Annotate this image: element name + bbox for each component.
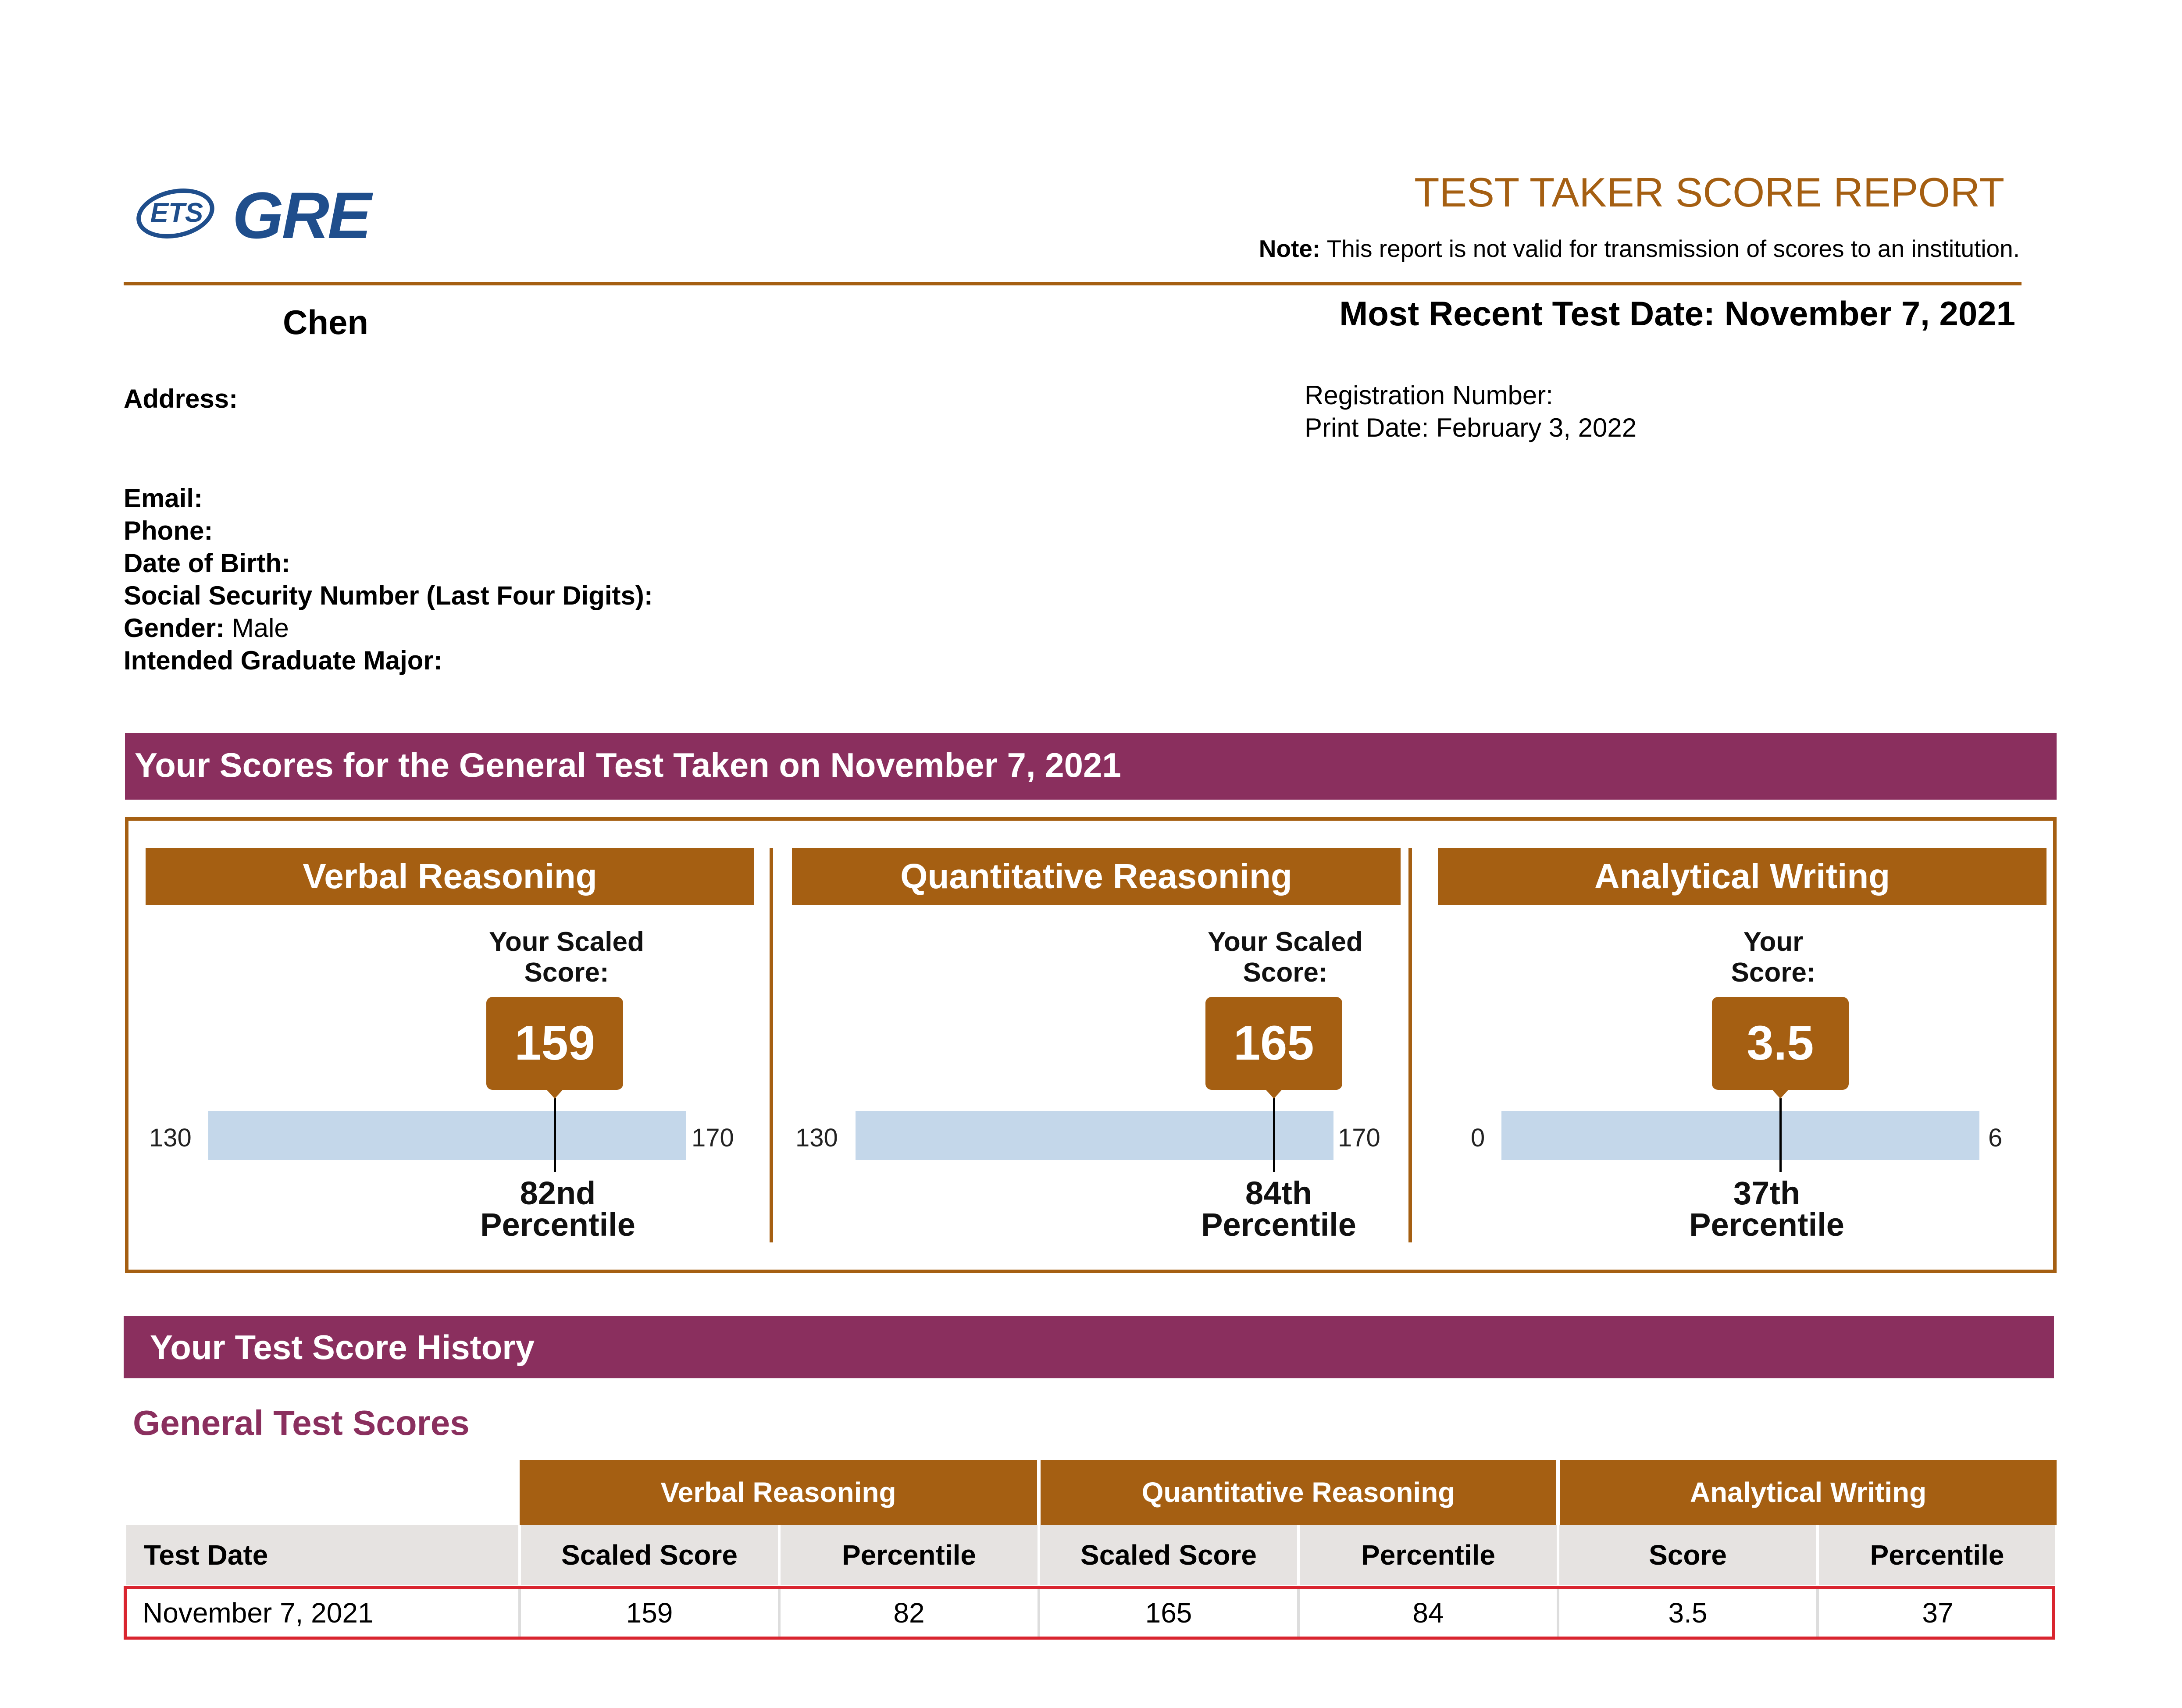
panel-divider: [770, 848, 773, 1242]
dob-label: Date of Birth:: [124, 548, 290, 578]
score-box: 165: [1205, 997, 1342, 1090]
score-box: 3.5: [1711, 997, 1849, 1090]
most-recent-test-date: Most Recent Test Date: November 7, 2021: [1339, 294, 2015, 333]
score-needle: [554, 1098, 556, 1172]
table-group-verbal: Verbal Reasoning: [520, 1460, 1041, 1525]
table-cell: 159: [520, 1586, 781, 1638]
candidate-info-list: Email: Phone: Date of Birth: Social Secu…: [124, 482, 653, 677]
history-heading: Your Test Score History: [124, 1316, 2054, 1378]
percentile-word: Percentile: [1201, 1206, 1356, 1243]
table-cell: 3.5: [1558, 1586, 1819, 1638]
percentile-word: Percentile: [1689, 1206, 1844, 1243]
scaled-score-label-line1: Your: [1743, 927, 1804, 957]
gender-label: Gender:: [124, 613, 225, 643]
gre-logo: GRE: [232, 178, 371, 252]
column-header: Percentile: [778, 1525, 1040, 1587]
table-group-writing: Analytical Writing: [1558, 1460, 2057, 1525]
range-min: 130: [795, 1124, 838, 1152]
header-divider: [124, 282, 2022, 285]
percentile-label: 37th Percentile: [1675, 1175, 1859, 1243]
range-min: 0: [1471, 1124, 1485, 1152]
panel-title: Analytical Writing: [1438, 848, 2047, 905]
column-header: Scaled Score: [1038, 1525, 1300, 1587]
phone-label: Phone:: [124, 516, 213, 545]
scaled-score-label-line1: Your Scaled: [489, 927, 644, 957]
note-text: This report is not valid for transmissio…: [1320, 235, 2020, 262]
score-panel-writing: Analytical Writing Your Score: 0 6 3.5 3…: [1438, 848, 2047, 1242]
history-subheading: General Test Scores: [133, 1403, 470, 1442]
percentile-word: Percentile: [480, 1206, 635, 1243]
scaled-score-label-line2: Score:: [1731, 957, 1816, 988]
table-group-blank: [125, 1460, 520, 1525]
score-history-table: Verbal Reasoning Quantitative Reasoning …: [124, 1460, 2058, 1638]
score-box-pointer: [1265, 1089, 1283, 1099]
scaled-score-label-line1: Your Scaled: [1208, 927, 1363, 957]
score-needle: [1779, 1098, 1782, 1172]
score-needle: [1273, 1098, 1275, 1172]
score-panel-verbal: Verbal Reasoning Your Scaled Score: 130 …: [146, 848, 754, 1242]
scores-frame: [125, 817, 2057, 1273]
panel-title: Quantitative Reasoning: [792, 848, 1401, 905]
scaled-score-label: Your Score:: [1686, 927, 1861, 988]
print-date: Print Date: February 3, 2022: [1305, 413, 1637, 442]
panel-title: Verbal Reasoning: [146, 848, 754, 905]
report-note: Note: This report is not valid for trans…: [1259, 235, 2020, 263]
range-max: 170: [1338, 1124, 1380, 1152]
gender-value: Male: [225, 613, 289, 643]
scores-section-heading: Your Scores for the General Test Taken o…: [125, 733, 2057, 800]
major-label: Intended Graduate Major:: [124, 646, 442, 675]
score-range-bar: [208, 1111, 686, 1160]
panel-divider: [1408, 848, 1412, 1242]
score-box: 159: [486, 997, 624, 1090]
candidate-name: Chen: [283, 303, 368, 342]
range-max: 6: [1988, 1124, 2003, 1152]
ets-logo-text: ETS: [150, 198, 203, 228]
address-label: Address:: [124, 384, 238, 413]
score-panel-quantitative: Quantitative Reasoning Your Scaled Score…: [792, 848, 1401, 1242]
table-cell: 165: [1039, 1586, 1300, 1638]
ssn-label: Social Security Number (Last Four Digits…: [124, 581, 653, 610]
score-range-bar: [1501, 1111, 1979, 1160]
score-box-pointer: [546, 1089, 564, 1099]
column-header: Percentile: [1297, 1525, 1559, 1587]
column-header: Score: [1557, 1525, 1819, 1587]
percentile-label: 82nd Percentile: [466, 1175, 650, 1243]
range-max: 170: [692, 1124, 734, 1152]
column-header: Test Date: [124, 1525, 521, 1587]
scaled-score-label-line2: Score:: [524, 957, 609, 988]
table-cell: 37: [1922, 1597, 1954, 1629]
range-min: 130: [149, 1124, 192, 1152]
email-label: Email:: [124, 484, 203, 513]
column-header: Scaled Score: [518, 1525, 781, 1587]
table-cell: 82: [779, 1586, 1040, 1638]
table-row: November 7, 2021 159 82 165 84 3.5 37: [125, 1586, 2057, 1638]
column-header: Percentile: [1816, 1525, 2058, 1587]
table-group-quantitative: Quantitative Reasoning: [1039, 1460, 1560, 1525]
registration-block: Registration Number: Print Date: Februar…: [1305, 379, 1636, 444]
registration-number: Registration Number:: [1305, 381, 1553, 410]
note-label: Note:: [1259, 235, 1321, 262]
percentile-label: 84th Percentile: [1187, 1175, 1371, 1243]
percentile-value: 37th: [1733, 1175, 1801, 1211]
scaled-score-label: Your Scaled Score:: [479, 927, 654, 988]
percentile-value: 84th: [1245, 1175, 1312, 1211]
scaled-score-label-line2: Score:: [1243, 957, 1328, 988]
table-cell: 84: [1298, 1586, 1559, 1638]
scaled-score-label: Your Scaled Score:: [1198, 927, 1373, 988]
table-cell-test-date: November 7, 2021: [125, 1586, 521, 1638]
percentile-value: 82nd: [520, 1175, 596, 1211]
score-box-pointer: [1771, 1089, 1789, 1099]
report-title: TEST TAKER SCORE REPORT: [1414, 169, 2004, 215]
score-range-bar: [856, 1111, 1333, 1160]
